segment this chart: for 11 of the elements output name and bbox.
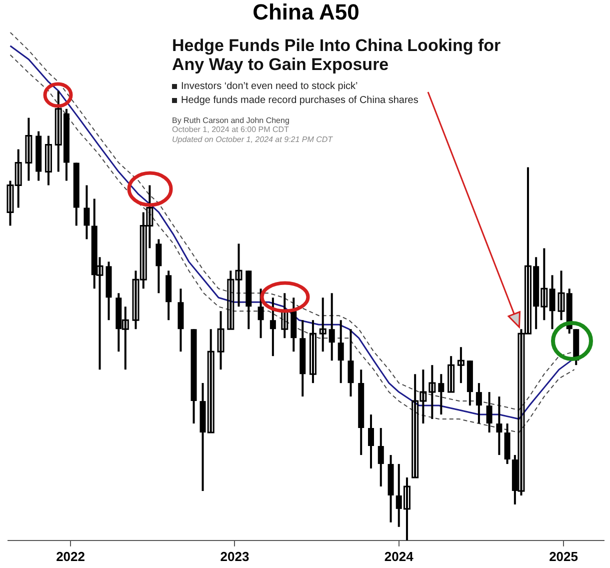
x-tick-label: 2024: [384, 548, 414, 564]
x-tick-label: 2022: [56, 548, 85, 564]
annotation: Updated on October 1, 2024 at 9:21 PM CDT: [172, 135, 334, 145]
x-tick-label: 2025: [549, 548, 578, 564]
annotation: Investors ‘don’t even need to stock pick’: [172, 80, 502, 94]
annotation: October 1, 2024 at 6:00 PM CDT: [172, 125, 290, 135]
annotation: Hedge funds made record purchases of China shares: [172, 94, 502, 108]
x-tick-label: 2023: [220, 548, 250, 564]
chart-title: China A50: [252, 0, 360, 24]
text: Hedge Funds Pile Into China Looking for Any Way to Gain Exposure: [172, 36, 502, 74]
annotation: By Ruth Carson and John Cheng: [172, 116, 290, 125]
